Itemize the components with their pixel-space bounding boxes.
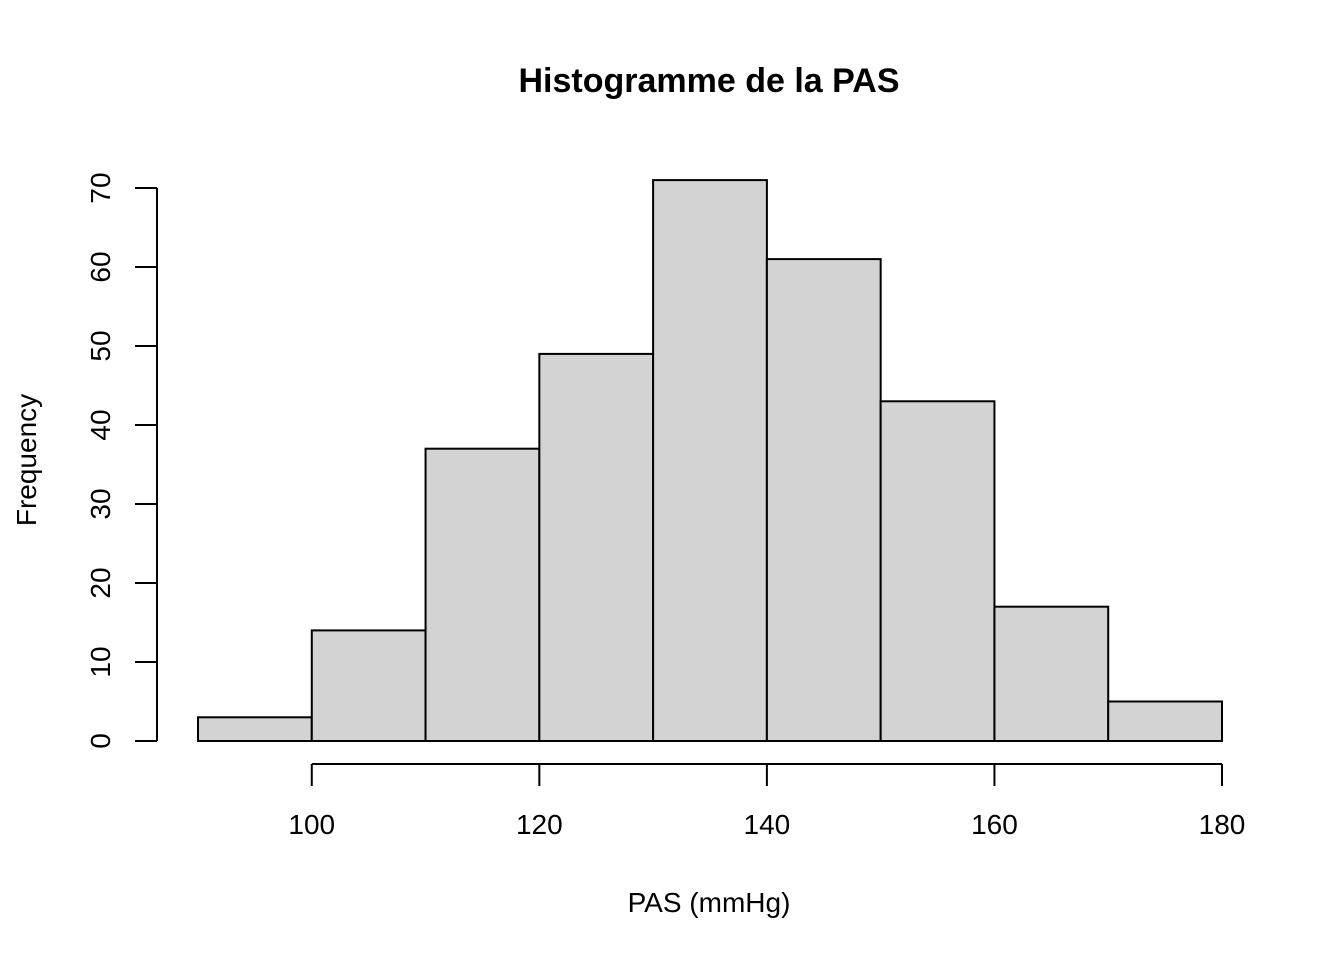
y-axis: 0 10 20 30 40 50 60 70	[85, 172, 158, 749]
y-axis-label: Frequency	[11, 394, 42, 526]
histogram-bar-1	[310, 629, 427, 743]
bars-group	[197, 179, 1223, 743]
y-tick-label: 60	[85, 251, 116, 282]
histogram-bar-2	[424, 447, 541, 742]
x-axis-label: PAS (mmHg)	[628, 887, 791, 918]
y-tick-label: 50	[85, 330, 116, 361]
histogram-bar-3	[538, 352, 655, 742]
x-tick-label: 100	[288, 809, 335, 840]
histogram-bar-0	[197, 716, 313, 742]
y-tick-label: 30	[85, 488, 116, 519]
y-tick-label: 70	[85, 172, 116, 203]
chart-title: Histogramme de la PAS	[518, 62, 899, 100]
x-axis: 100 120 140 160 180	[288, 763, 1246, 840]
x-tick-label: 180	[1199, 809, 1246, 840]
histogram-bar-4	[652, 179, 768, 743]
y-tick-label: 20	[85, 567, 116, 598]
y-tick-label: 40	[85, 409, 116, 440]
histogram-bar-8	[1107, 700, 1223, 742]
histogram-bar-6	[879, 400, 996, 742]
histogram-bar-5	[765, 258, 882, 742]
y-tick-label: 10	[85, 646, 116, 677]
x-tick-label: 160	[971, 809, 1018, 840]
y-tick-label: 0	[85, 733, 116, 749]
x-tick-label: 120	[516, 809, 563, 840]
x-tick-label: 140	[744, 809, 791, 840]
histogram-bar-7	[993, 605, 1110, 743]
